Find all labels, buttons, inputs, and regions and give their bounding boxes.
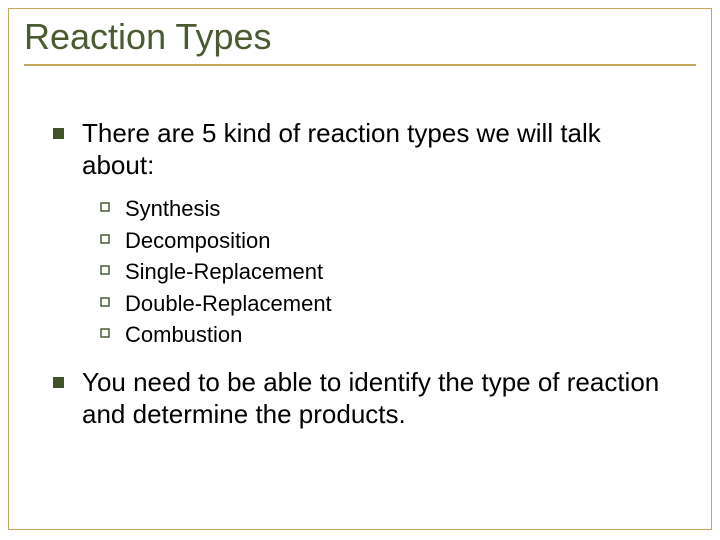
- list-item-text: Synthesis: [125, 195, 220, 223]
- slide-body: There are 5 kind of reaction types we wi…: [52, 118, 676, 444]
- square-bullet-icon: [52, 127, 66, 141]
- list-item-text: Decomposition: [125, 227, 271, 255]
- list-item-text: You need to be able to identify the type…: [82, 367, 676, 430]
- list-item: Double-Replacement: [100, 290, 676, 318]
- sub-list: Synthesis Decomposition Single-Replaceme…: [100, 195, 676, 349]
- title-underline: [24, 64, 696, 66]
- list-item-text: Double-Replacement: [125, 290, 332, 318]
- list-item: Single-Replacement: [100, 258, 676, 286]
- list-item: You need to be able to identify the type…: [52, 367, 676, 430]
- list-item-text: There are 5 kind of reaction types we wi…: [82, 118, 676, 181]
- square-bullet-icon: [52, 376, 66, 390]
- title-block: Reaction Types: [24, 16, 696, 66]
- list-item-text: Single-Replacement: [125, 258, 323, 286]
- slide: Reaction Types There are 5 kind of react…: [0, 0, 720, 540]
- list-item: Synthesis: [100, 195, 676, 223]
- hollow-square-bullet-icon: [100, 265, 111, 276]
- slide-title: Reaction Types: [24, 16, 696, 64]
- list-item: Decomposition: [100, 227, 676, 255]
- hollow-square-bullet-icon: [100, 234, 111, 245]
- list-item-text: Combustion: [125, 321, 242, 349]
- hollow-square-bullet-icon: [100, 202, 111, 213]
- hollow-square-bullet-icon: [100, 297, 111, 308]
- list-item: There are 5 kind of reaction types we wi…: [52, 118, 676, 181]
- hollow-square-bullet-icon: [100, 328, 111, 339]
- list-item: Combustion: [100, 321, 676, 349]
